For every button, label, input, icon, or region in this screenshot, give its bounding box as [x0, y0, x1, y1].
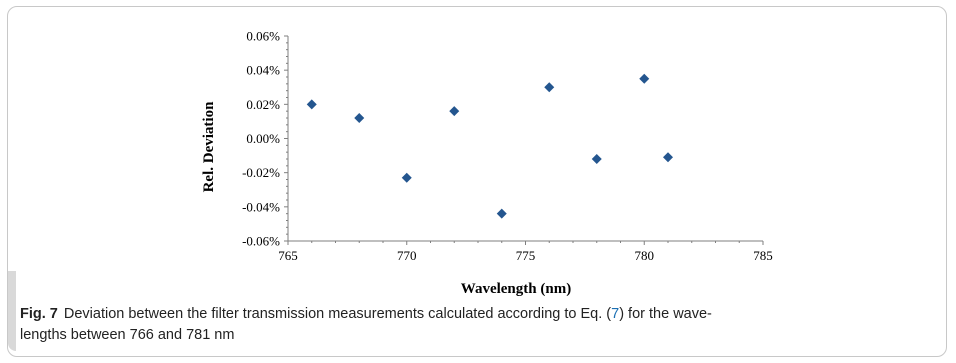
y-tick-label: -0.02% [242, 165, 280, 180]
caption-text-line2: lengths between 766 and 781 nm [20, 327, 235, 343]
y-axis-title: Rel. Deviation [201, 101, 217, 192]
data-point [354, 113, 365, 123]
data-point [496, 208, 507, 219]
y-tick-label: 0.02% [246, 97, 280, 112]
caption-text-part1: Deviation between the filter transmissio… [63, 306, 612, 322]
x-tick-label: 770 [397, 248, 417, 263]
x-tick-label: 765 [278, 248, 298, 263]
x-tick-label: 780 [635, 248, 655, 263]
x-tick-label: 775 [516, 248, 536, 263]
data-points [306, 73, 673, 219]
data-point [639, 73, 650, 84]
data-point [401, 172, 412, 183]
x-tick-label: 785 [753, 248, 773, 263]
y-tick-label: 0.04% [246, 63, 280, 78]
y-tick-label: 0.00% [246, 131, 280, 146]
ticks: 0.06% 0.04% 0.02% 0.00% -0.02% -0.04% -0.06%76… [242, 29, 773, 264]
data-point [306, 99, 317, 110]
data-point [449, 106, 460, 117]
y-tick-label: -0.04% [242, 199, 280, 214]
equation-link[interactable]: 7 [611, 306, 620, 322]
data-point [663, 152, 673, 163]
x-axis-title: Wavelength (nm) [461, 281, 571, 297]
figure-label: Fig. 7 [20, 306, 58, 322]
figure-frame [7, 6, 947, 357]
data-point [591, 154, 602, 164]
scatter-chart: 0.06% 0.04% 0.02% 0.00% -0.02% -0.04% -0.06%76… [201, 29, 773, 298]
axes [287, 36, 763, 242]
data-point [544, 82, 555, 93]
y-tick-label: -0.06% [242, 234, 280, 249]
figure-caption: Fig. 7 Deviation between the filter trans… [20, 304, 940, 346]
caption-text-part2: ) for the wave- [619, 306, 712, 322]
y-tick-label: 0.06% [246, 29, 280, 44]
